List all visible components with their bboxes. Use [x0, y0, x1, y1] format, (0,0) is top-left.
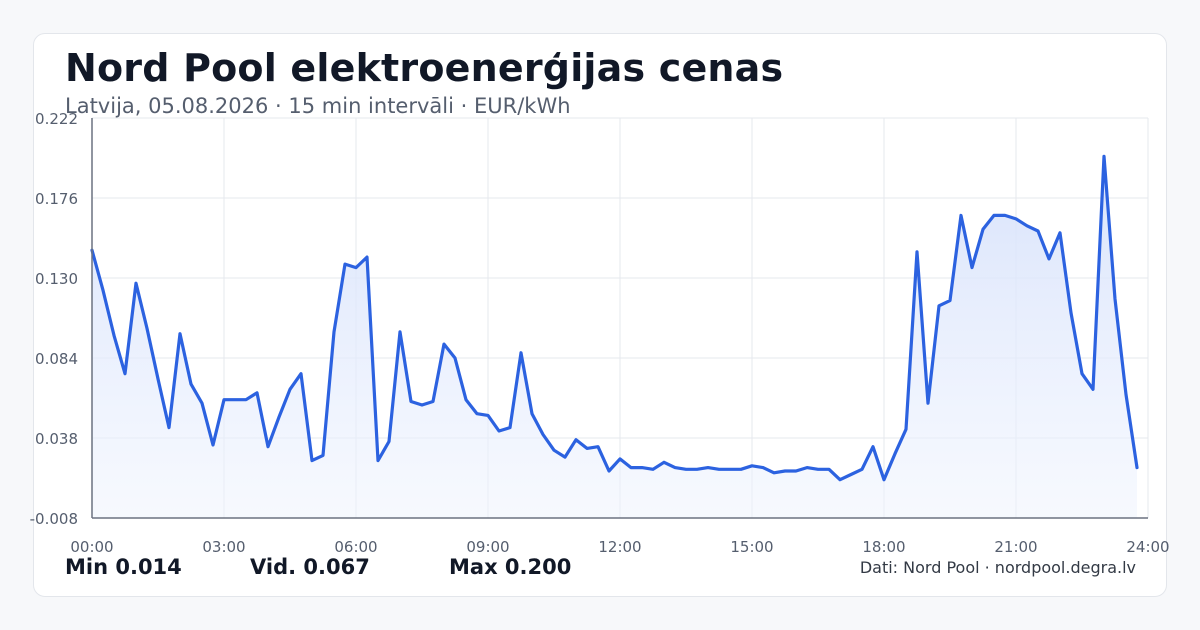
y-tick-label: 0.130 [35, 270, 78, 288]
x-tick-label: 00:00 [70, 538, 113, 556]
x-tick-label: 15:00 [730, 538, 773, 556]
chart-title: Nord Pool elektroenerģijas cenas [65, 46, 784, 90]
y-tick-label: 0.038 [35, 430, 78, 448]
x-tick-label: 24:00 [1126, 538, 1169, 556]
axes [91, 118, 1148, 519]
x-tick-labels: 00:00 03:00 06:00 09:00 12:00 15:00 18:00 21:00… [70, 538, 1169, 556]
area-layer [90, 154, 1139, 519]
y-tick-label: 0.176 [35, 190, 78, 208]
x-tick-label: 18:00 [862, 538, 905, 556]
x-tick-label: 06:00 [334, 538, 377, 556]
max-stat: Max 0.200 [449, 555, 572, 579]
y-tick-label: 0.084 [35, 350, 78, 368]
x-tick-label: 21:00 [994, 538, 1037, 556]
price-line [90, 154, 1139, 482]
price-area-fill [92, 156, 1137, 519]
avg-stat: Vid. 0.067 [250, 555, 370, 579]
x-tick-label: 09:00 [466, 538, 509, 556]
data-source: Dati: Nord Pool · nordpool.degra.lv [859, 558, 1136, 577]
x-tick-label: 12:00 [598, 538, 641, 556]
chart-subtitle: Latvija, 05.08.2026 · 15 min intervāli ·… [65, 94, 571, 118]
y-tick-label: 0.222 [35, 110, 78, 128]
min-stat: Min 0.014 [65, 555, 182, 579]
x-tick-label: 03:00 [202, 538, 245, 556]
y-tick-label: -0.008 [30, 510, 78, 528]
y-tick-labels: -0.008 0.038 0.084 0.130 0.176 0.222 [30, 110, 78, 528]
